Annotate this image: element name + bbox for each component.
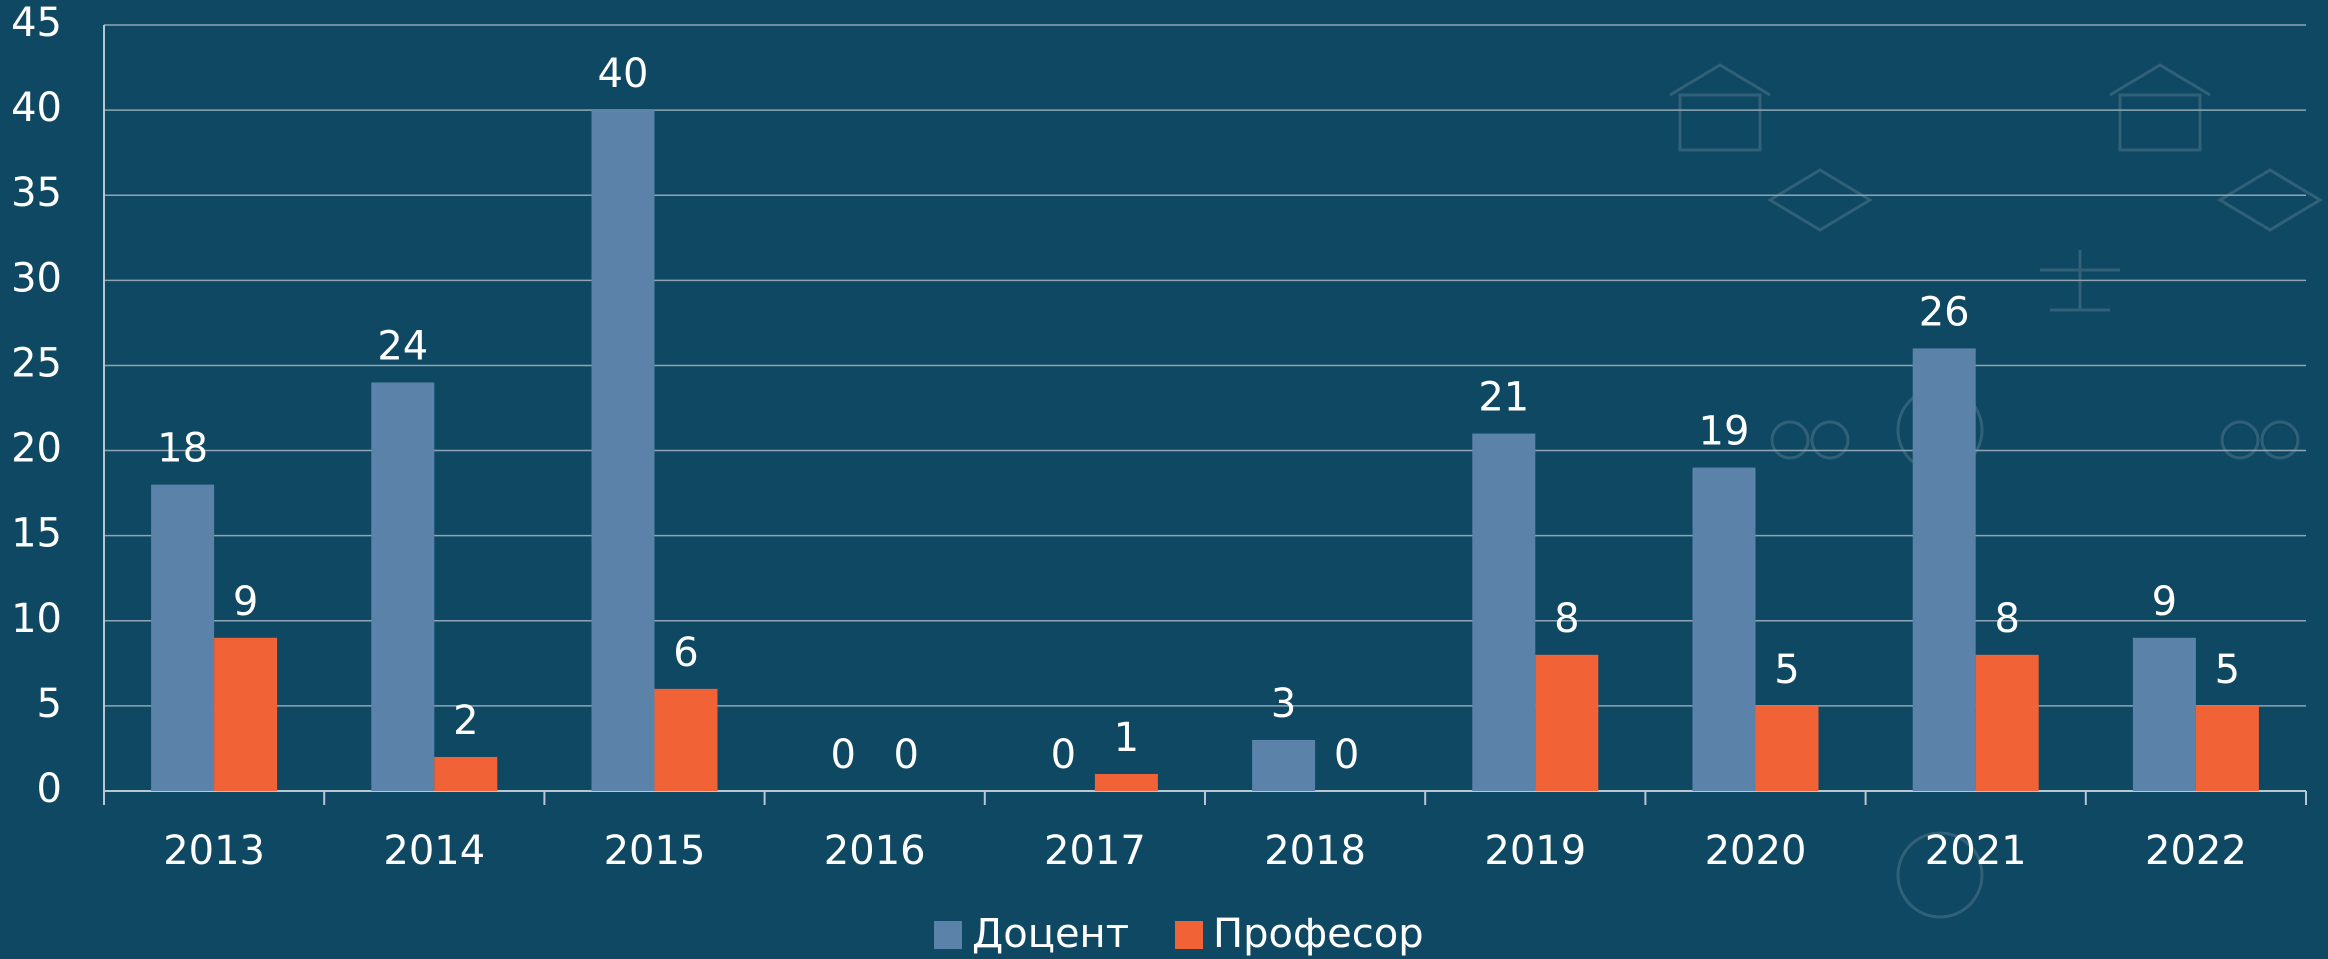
bar bbox=[1094, 773, 1158, 791]
bar bbox=[1975, 654, 2039, 791]
data-label: 0 bbox=[893, 732, 918, 778]
data-label: 6 bbox=[673, 630, 698, 676]
data-label: 21 bbox=[1478, 375, 1529, 421]
bar bbox=[151, 484, 215, 791]
y-tick-label: 25 bbox=[11, 340, 62, 386]
data-label: 8 bbox=[1554, 596, 1579, 642]
y-tick-label: 45 bbox=[11, 0, 62, 46]
x-tick-label: 2015 bbox=[604, 828, 706, 874]
bar bbox=[371, 382, 435, 791]
y-tick-label: 0 bbox=[37, 766, 62, 812]
data-label: 8 bbox=[1994, 596, 2019, 642]
bar bbox=[434, 756, 498, 791]
bar bbox=[2132, 637, 2196, 791]
bar bbox=[1755, 705, 1819, 791]
data-label: 9 bbox=[233, 579, 258, 625]
y-tick-label: 10 bbox=[11, 596, 62, 642]
x-tick-label: 2013 bbox=[163, 828, 265, 874]
x-tick-label: 2018 bbox=[1264, 828, 1366, 874]
bar bbox=[654, 688, 718, 791]
bar bbox=[1692, 467, 1756, 791]
data-label: 0 bbox=[1051, 732, 1076, 778]
data-label: 3 bbox=[1271, 681, 1296, 727]
x-tick-label: 2014 bbox=[383, 828, 485, 874]
y-tick-label: 30 bbox=[11, 255, 62, 301]
bar bbox=[591, 110, 655, 792]
y-tick-label: 15 bbox=[11, 511, 62, 557]
y-tick-label: 20 bbox=[11, 426, 62, 472]
y-tick-label: 5 bbox=[37, 681, 62, 727]
bar bbox=[2195, 705, 2259, 791]
data-label: 0 bbox=[830, 732, 855, 778]
legend-swatch bbox=[934, 921, 962, 949]
legend: Доцент Професор bbox=[934, 911, 1424, 957]
x-tick-label: 2021 bbox=[1925, 828, 2027, 874]
legend-label: Доцент bbox=[972, 911, 1129, 957]
data-label: 2 bbox=[453, 698, 478, 744]
bar bbox=[1535, 654, 1599, 791]
data-label: 1 bbox=[1114, 715, 1139, 761]
x-tick-label: 2017 bbox=[1044, 828, 1146, 874]
bar bbox=[214, 637, 278, 791]
bar bbox=[1472, 433, 1536, 791]
legend-swatch bbox=[1175, 921, 1204, 949]
x-tick-label: 2020 bbox=[1705, 828, 1807, 874]
data-label: 9 bbox=[2152, 579, 2177, 625]
x-tick-label: 2016 bbox=[824, 828, 926, 874]
data-label: 24 bbox=[377, 323, 428, 369]
x-tick-label: 2019 bbox=[1484, 828, 1586, 874]
data-label: 5 bbox=[1774, 647, 1799, 693]
y-tick-label: 40 bbox=[11, 85, 62, 131]
data-label: 19 bbox=[1699, 409, 1750, 455]
data-label: 5 bbox=[2215, 647, 2240, 693]
data-label: 18 bbox=[157, 426, 208, 472]
legend-label: Професор bbox=[1213, 911, 1424, 957]
data-label: 40 bbox=[598, 51, 649, 97]
data-label: 26 bbox=[1919, 289, 1970, 335]
bar bbox=[1912, 348, 1976, 791]
data-label: 0 bbox=[1334, 732, 1359, 778]
x-tick-label: 2022 bbox=[2145, 828, 2247, 874]
bar bbox=[1252, 739, 1316, 791]
y-tick-label: 35 bbox=[11, 170, 62, 216]
